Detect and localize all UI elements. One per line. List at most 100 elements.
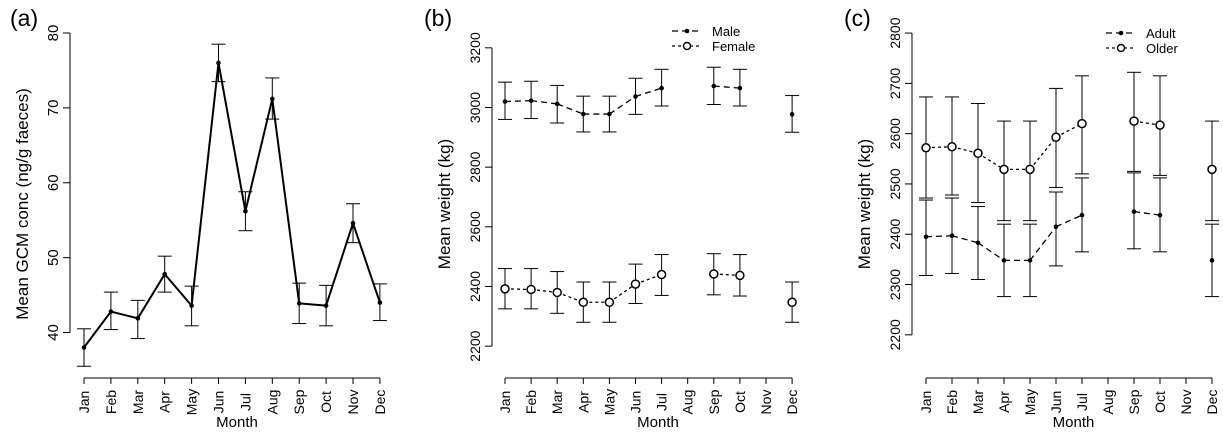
x-tick-label: Jun: [628, 391, 644, 414]
y-tick-label: 2600: [467, 211, 483, 242]
series-segment: [531, 99, 558, 105]
series-segment: [556, 291, 584, 303]
data-point: [554, 101, 560, 107]
series-segment: [713, 85, 740, 89]
data-point: [1207, 164, 1217, 175]
data-point: [1051, 132, 1061, 142]
series-segment: [713, 273, 740, 277]
series-segment: [635, 273, 662, 285]
data-point: [633, 94, 638, 99]
data-point: [921, 142, 931, 153]
x-tick-label: Jul: [237, 393, 253, 411]
x-tick-label: Sep: [291, 389, 307, 414]
x-tick-label: Oct: [318, 391, 334, 413]
data-point: [270, 96, 275, 102]
x-tick-label: Jan: [918, 391, 934, 414]
series-segment: [977, 242, 1005, 261]
data-point: [500, 284, 510, 294]
x-tick-label: Jan: [497, 391, 513, 414]
series-segment: [635, 87, 662, 98]
y-tick-label: 2600: [887, 118, 903, 149]
y-tick-label: 3000: [467, 92, 483, 123]
x-tick-label: Oct: [1152, 391, 1168, 413]
x-tick-label: Jan: [76, 391, 92, 414]
series-older: [919, 71, 1219, 222]
data-point: [604, 297, 615, 308]
legend-marker: [1116, 43, 1126, 53]
data-point: [711, 83, 717, 89]
x-axis-title: Month: [216, 414, 258, 431]
x-tick-label: Apr: [157, 391, 173, 413]
data-point: [552, 287, 562, 298]
series-segment: [299, 302, 327, 307]
series-segment: [1133, 120, 1161, 126]
x-tick-label: Jun: [1048, 391, 1064, 414]
y-tick-label: 80: [45, 25, 62, 42]
panel-c: (c) 2200 2300 2400 2500 2600 2700 2800 Jan Feb Ma…: [844, 5, 1220, 431]
y-axis-title: Mean GCM conc (ng/g faeces): [13, 88, 32, 319]
x-tick-label: Dec: [1204, 390, 1220, 415]
series-segment: [352, 222, 381, 303]
data-point: [1155, 120, 1165, 130]
series-segment: [925, 146, 953, 149]
data-point: [526, 284, 536, 295]
data-point: [975, 240, 981, 246]
data-point: [216, 60, 221, 66]
x-tick-label: May: [601, 389, 617, 415]
legend-label: Male: [712, 24, 740, 39]
data-point: [949, 233, 955, 239]
data-point: [578, 297, 589, 308]
series-segment: [951, 146, 979, 154]
y-tick-label: 70: [45, 100, 62, 117]
data-point: [81, 345, 87, 350]
data-point: [709, 269, 719, 279]
series-segment: [609, 283, 636, 303]
x-axis-title: Month: [637, 414, 679, 431]
legend-label: Adult: [1146, 26, 1176, 41]
series-segment: [1133, 210, 1161, 216]
x-tick-label: Sep: [1126, 389, 1142, 414]
series-segment: [504, 288, 532, 291]
series-segment: [1055, 123, 1083, 138]
series-segment: [163, 273, 193, 307]
series-segment: [609, 95, 636, 115]
x-tick-label: Aug: [264, 390, 280, 415]
y-tick-label: 2500: [887, 168, 903, 199]
data-point: [923, 234, 929, 240]
data-point: [296, 301, 302, 306]
data-point: [735, 270, 745, 281]
legend-marker: [1118, 30, 1124, 36]
x-tick-label: Sep: [706, 389, 722, 414]
y-axis-title: Mean weight (kg): [435, 139, 454, 269]
data-point: [1129, 116, 1139, 126]
y-tick-label: 2700: [887, 68, 903, 99]
series-female: [498, 253, 800, 323]
x-tick-label: Mar: [549, 390, 565, 414]
series-segment: [977, 152, 1005, 170]
series-segment: [190, 62, 220, 306]
x-tick-label: Dec: [372, 390, 388, 415]
series-segment: [1029, 136, 1057, 170]
data-point: [350, 220, 356, 226]
x-tick-label: Oct: [732, 391, 748, 413]
series-segment: [325, 222, 354, 306]
y-tick-label: 2400: [467, 271, 483, 302]
x-tick-label: Jun: [211, 391, 227, 414]
series-segment: [110, 310, 139, 320]
legend-label: Older: [1146, 41, 1178, 56]
data-point: [1053, 224, 1059, 229]
data-point: [1077, 118, 1087, 129]
x-tick-label: Aug: [680, 390, 696, 415]
data-point: [243, 208, 248, 214]
x-tick-label: Dec: [784, 390, 800, 415]
data-point: [607, 111, 612, 117]
data-point: [502, 99, 508, 104]
x-tick-label: Nov: [1178, 390, 1194, 415]
data-point: [999, 164, 1009, 175]
series-segment: [1029, 226, 1057, 261]
series-segment: [1055, 214, 1083, 228]
data-point: [737, 85, 743, 91]
